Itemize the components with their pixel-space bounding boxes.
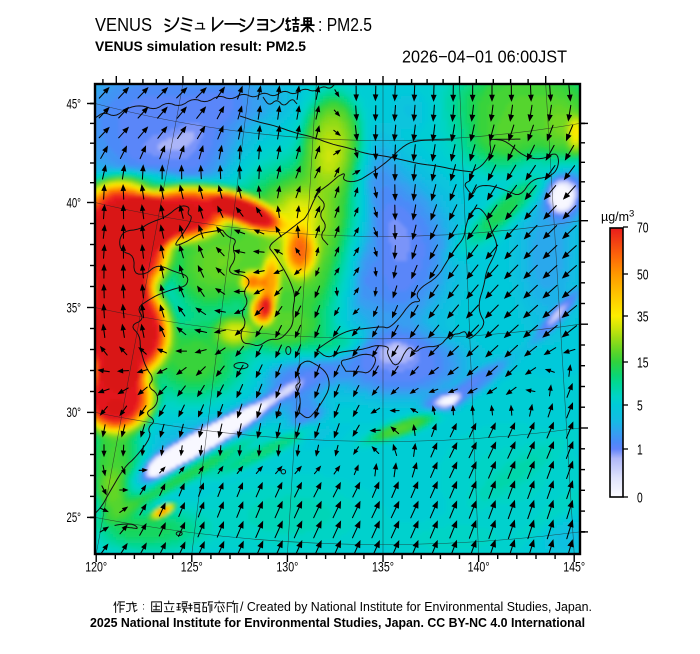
svg-text:140°: 140° [468,559,490,575]
svg-text:/ Created by National Institut: / Created by National Institute for Envi… [240,599,592,614]
svg-text:1: 1 [637,441,643,458]
svg-text:2025 National Institute for En: 2025 National Institute for Environmenta… [90,615,585,630]
svg-text:VENUS simulation result: PM2.5: VENUS simulation result: PM2.5 [95,39,307,54]
svg-text:135°: 135° [372,559,394,575]
svg-text:40°: 40° [67,194,82,210]
svg-text:0: 0 [637,489,643,506]
svg-text:120°: 120° [85,559,107,575]
svg-text:70: 70 [637,219,649,236]
svg-text:2026−04−01 06:00JST: 2026−04−01 06:00JST [402,47,567,67]
svg-text:50: 50 [637,266,649,283]
svg-text:35°: 35° [67,299,82,315]
svg-text:125°: 125° [181,559,203,575]
svg-text:µg/m3: µg/m3 [601,209,634,225]
svg-text:VENUS: VENUS [95,15,152,35]
svg-text:130°: 130° [276,559,298,575]
svg-text:5: 5 [637,397,643,414]
svg-text:45°: 45° [67,95,82,111]
svg-text:: PM2.5: : PM2.5 [318,15,372,35]
svg-text:15: 15 [637,354,649,371]
svg-text:145°: 145° [563,559,585,575]
svg-text:35: 35 [637,308,649,325]
svg-text:30°: 30° [67,404,82,420]
svg-text:25°: 25° [67,509,82,525]
